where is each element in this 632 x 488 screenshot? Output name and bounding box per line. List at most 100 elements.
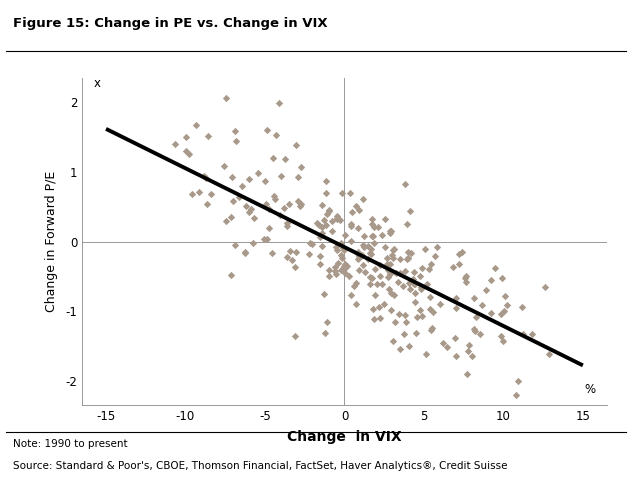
Point: [375, 262, 386, 269]
Point: [368, 305, 379, 313]
Point: [284, 201, 295, 208]
X-axis label: Change  in VIX: Change in VIX: [287, 430, 402, 444]
Point: [404, 285, 415, 293]
Point: [267, 154, 277, 162]
Point: [513, 377, 523, 385]
Point: [314, 222, 324, 229]
Point: [340, 269, 350, 277]
Point: [400, 180, 410, 187]
Point: [353, 256, 363, 264]
Point: [373, 223, 383, 231]
Point: [367, 245, 377, 253]
Point: [346, 220, 356, 228]
Point: [367, 274, 377, 282]
Point: [396, 269, 406, 277]
Point: [425, 293, 435, 301]
Point: [353, 249, 363, 257]
Point: [411, 329, 422, 337]
Point: [368, 239, 379, 246]
Point: [456, 248, 466, 256]
Point: [384, 268, 394, 276]
Point: [430, 252, 440, 260]
Point: [511, 391, 521, 399]
Point: [379, 300, 389, 308]
Point: [354, 266, 364, 274]
Point: [295, 203, 305, 210]
Point: [327, 217, 337, 224]
Point: [409, 280, 419, 288]
Point: [386, 227, 396, 235]
Point: [267, 249, 277, 257]
Point: [228, 198, 238, 205]
Point: [194, 188, 204, 196]
Point: [230, 127, 240, 135]
Point: [420, 245, 430, 253]
Point: [321, 178, 331, 185]
Point: [428, 308, 438, 316]
Point: [181, 147, 191, 155]
Point: [383, 266, 393, 274]
Point: [451, 305, 461, 312]
Point: [415, 285, 425, 293]
Point: [358, 262, 368, 269]
Point: [399, 311, 410, 319]
Point: [374, 304, 384, 311]
Point: [231, 137, 241, 145]
Point: [405, 206, 415, 214]
Point: [293, 197, 303, 205]
Point: [330, 267, 340, 275]
Point: [463, 347, 473, 355]
Point: [206, 190, 216, 198]
Point: [461, 370, 471, 378]
Point: [315, 252, 325, 260]
Point: [187, 190, 197, 198]
Point: [312, 219, 322, 227]
Point: [248, 239, 258, 246]
Point: [339, 246, 349, 254]
Point: [336, 239, 346, 246]
Point: [320, 329, 330, 337]
Point: [497, 274, 507, 282]
Point: [426, 261, 436, 268]
Point: [386, 289, 396, 297]
Point: [438, 340, 448, 347]
Point: [270, 131, 281, 139]
Point: [368, 233, 378, 241]
Point: [345, 189, 355, 197]
Point: [400, 267, 410, 275]
Text: Note: 1990 to present: Note: 1990 to present: [13, 439, 127, 449]
Point: [234, 193, 244, 201]
Point: [346, 208, 356, 216]
Point: [322, 319, 332, 326]
Point: [496, 332, 506, 340]
Point: [370, 265, 380, 273]
Point: [336, 266, 346, 274]
Point: [424, 265, 434, 273]
Point: [324, 272, 334, 280]
Point: [382, 254, 392, 262]
Point: [289, 264, 300, 271]
Point: [305, 250, 315, 258]
Point: [317, 243, 327, 250]
Point: [332, 214, 342, 222]
Point: [319, 290, 329, 298]
Point: [475, 330, 485, 338]
Point: [540, 283, 550, 290]
Point: [404, 342, 414, 350]
Point: [464, 342, 474, 349]
Point: [342, 263, 352, 270]
Point: [199, 173, 209, 181]
Point: [244, 175, 254, 183]
Point: [403, 254, 413, 262]
Point: [403, 255, 413, 263]
Point: [403, 248, 413, 256]
Point: [461, 272, 471, 280]
Point: [291, 142, 301, 149]
Point: [244, 208, 254, 216]
Point: [317, 201, 327, 209]
Point: [356, 252, 367, 260]
Point: [427, 324, 437, 331]
Point: [246, 205, 256, 213]
Point: [317, 229, 327, 237]
Point: [353, 224, 363, 232]
